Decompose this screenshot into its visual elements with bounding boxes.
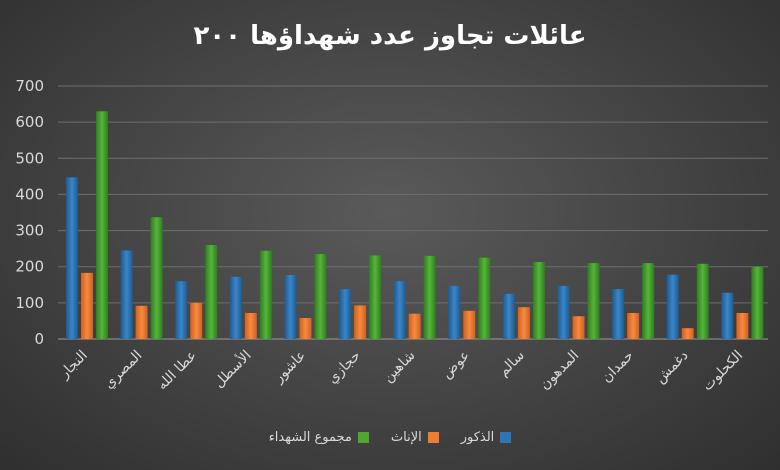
legend-swatch <box>427 431 439 443</box>
y-tick-label: 400 <box>15 185 44 203</box>
legend-label: مجموع الشهداء <box>268 429 352 445</box>
bar-total <box>587 263 600 339</box>
bar-total <box>696 263 709 339</box>
bar-total <box>478 257 491 339</box>
legend-label: الإناث <box>390 429 422 445</box>
bar-males <box>66 177 78 339</box>
bar-females <box>299 318 312 339</box>
x-tick-label: المصري <box>101 348 146 393</box>
gridlines <box>58 85 768 340</box>
x-tick-label: المدهون <box>537 348 583 394</box>
legend-item: الإناث <box>391 430 439 445</box>
bar-females <box>408 313 421 339</box>
bar-total <box>259 250 272 339</box>
bar-males <box>120 250 133 339</box>
x-tick-label: النجار <box>56 348 91 383</box>
y-axis: 0 100 200 300 400 500 600 700 <box>15 77 44 348</box>
bar-females <box>572 316 585 339</box>
bar-females <box>354 305 367 339</box>
x-tick-label: عوض <box>439 348 473 382</box>
x-tick-label: شاهين <box>380 348 418 386</box>
bar-males <box>339 289 352 339</box>
y-tick-label: 700 <box>15 77 44 95</box>
bar-males <box>284 275 297 339</box>
bar-males <box>448 285 461 339</box>
bar-females <box>244 312 257 339</box>
y-tick-label: 600 <box>15 113 44 131</box>
bar-males <box>557 285 570 339</box>
y-tick-label: 100 <box>15 294 44 312</box>
x-tick-label: عطا الله <box>154 348 200 394</box>
x-axis: النجار المصري عطا الله الأسطل عاشور حجازي شاهي… <box>56 346 746 394</box>
x-tick-label: سالم <box>496 348 528 380</box>
bar-females <box>190 302 203 339</box>
y-tick-label: 500 <box>15 149 44 167</box>
bar-females <box>681 328 694 339</box>
bar-males <box>175 281 188 339</box>
legend-label: الذكور <box>460 429 495 445</box>
bar-males <box>393 281 406 339</box>
bar-total <box>150 217 163 339</box>
bar-total <box>96 111 108 339</box>
bar-males <box>666 274 679 339</box>
bar-females <box>736 312 749 339</box>
bar-total <box>369 255 382 339</box>
bars <box>66 111 764 339</box>
bar-total <box>205 245 218 339</box>
x-tick-label: الكحلوت <box>700 348 747 395</box>
bar-males <box>612 289 625 339</box>
bar-males <box>721 292 734 339</box>
legend: الذكور الإناث مجموع الشهداء <box>0 424 780 450</box>
bar-females <box>627 312 640 339</box>
bar-males <box>502 293 515 339</box>
x-tick-label: عاشور <box>270 348 309 387</box>
legend-item: الذكور <box>461 430 512 445</box>
y-tick-label: 300 <box>15 222 44 240</box>
bar-total <box>423 255 436 339</box>
legend-swatch <box>357 431 369 443</box>
y-tick-label: 0 <box>34 330 44 348</box>
bar-total <box>751 266 764 339</box>
x-tick-label: حمدان <box>599 348 637 386</box>
x-tick-label: دغمش <box>652 348 691 387</box>
bar-total <box>532 262 545 339</box>
bar-females <box>517 307 530 339</box>
legend-swatch <box>500 431 512 443</box>
x-tick-label: الأسطل <box>210 346 255 391</box>
x-tick-label: حجازي <box>325 348 364 387</box>
bar-total <box>642 263 655 339</box>
chart-title: عائلات تجاوز عدد شهداؤها ٢٠٠ <box>193 21 586 51</box>
legend-item: مجموع الشهداء <box>269 430 369 445</box>
bar-females <box>81 272 93 339</box>
bar-females <box>463 310 476 339</box>
bar-females <box>135 305 148 339</box>
y-tick-label: 200 <box>15 258 44 276</box>
bar-total <box>314 254 327 339</box>
bar-males <box>229 276 242 339</box>
